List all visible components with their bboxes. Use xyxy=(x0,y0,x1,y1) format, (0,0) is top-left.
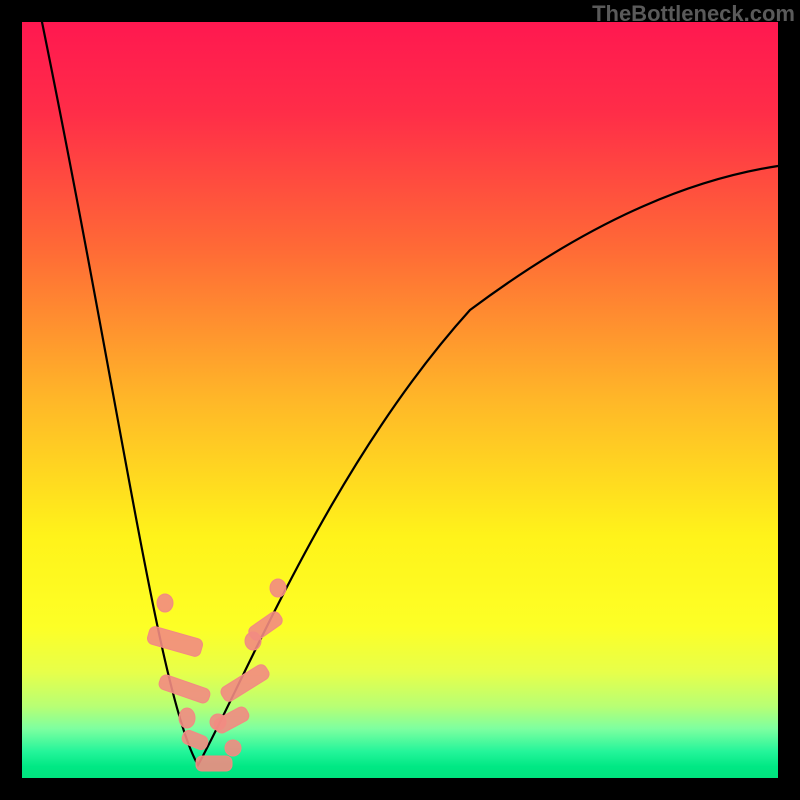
chart-root: TheBottleneck.com xyxy=(0,0,800,800)
watermark-text: TheBottleneck.com xyxy=(592,1,795,26)
marker-dot xyxy=(157,594,173,612)
marker-dot xyxy=(179,708,195,728)
marker-dot xyxy=(225,740,241,756)
plot-area xyxy=(22,22,778,778)
marker-capsule xyxy=(196,756,232,771)
marker-dot xyxy=(270,579,286,597)
